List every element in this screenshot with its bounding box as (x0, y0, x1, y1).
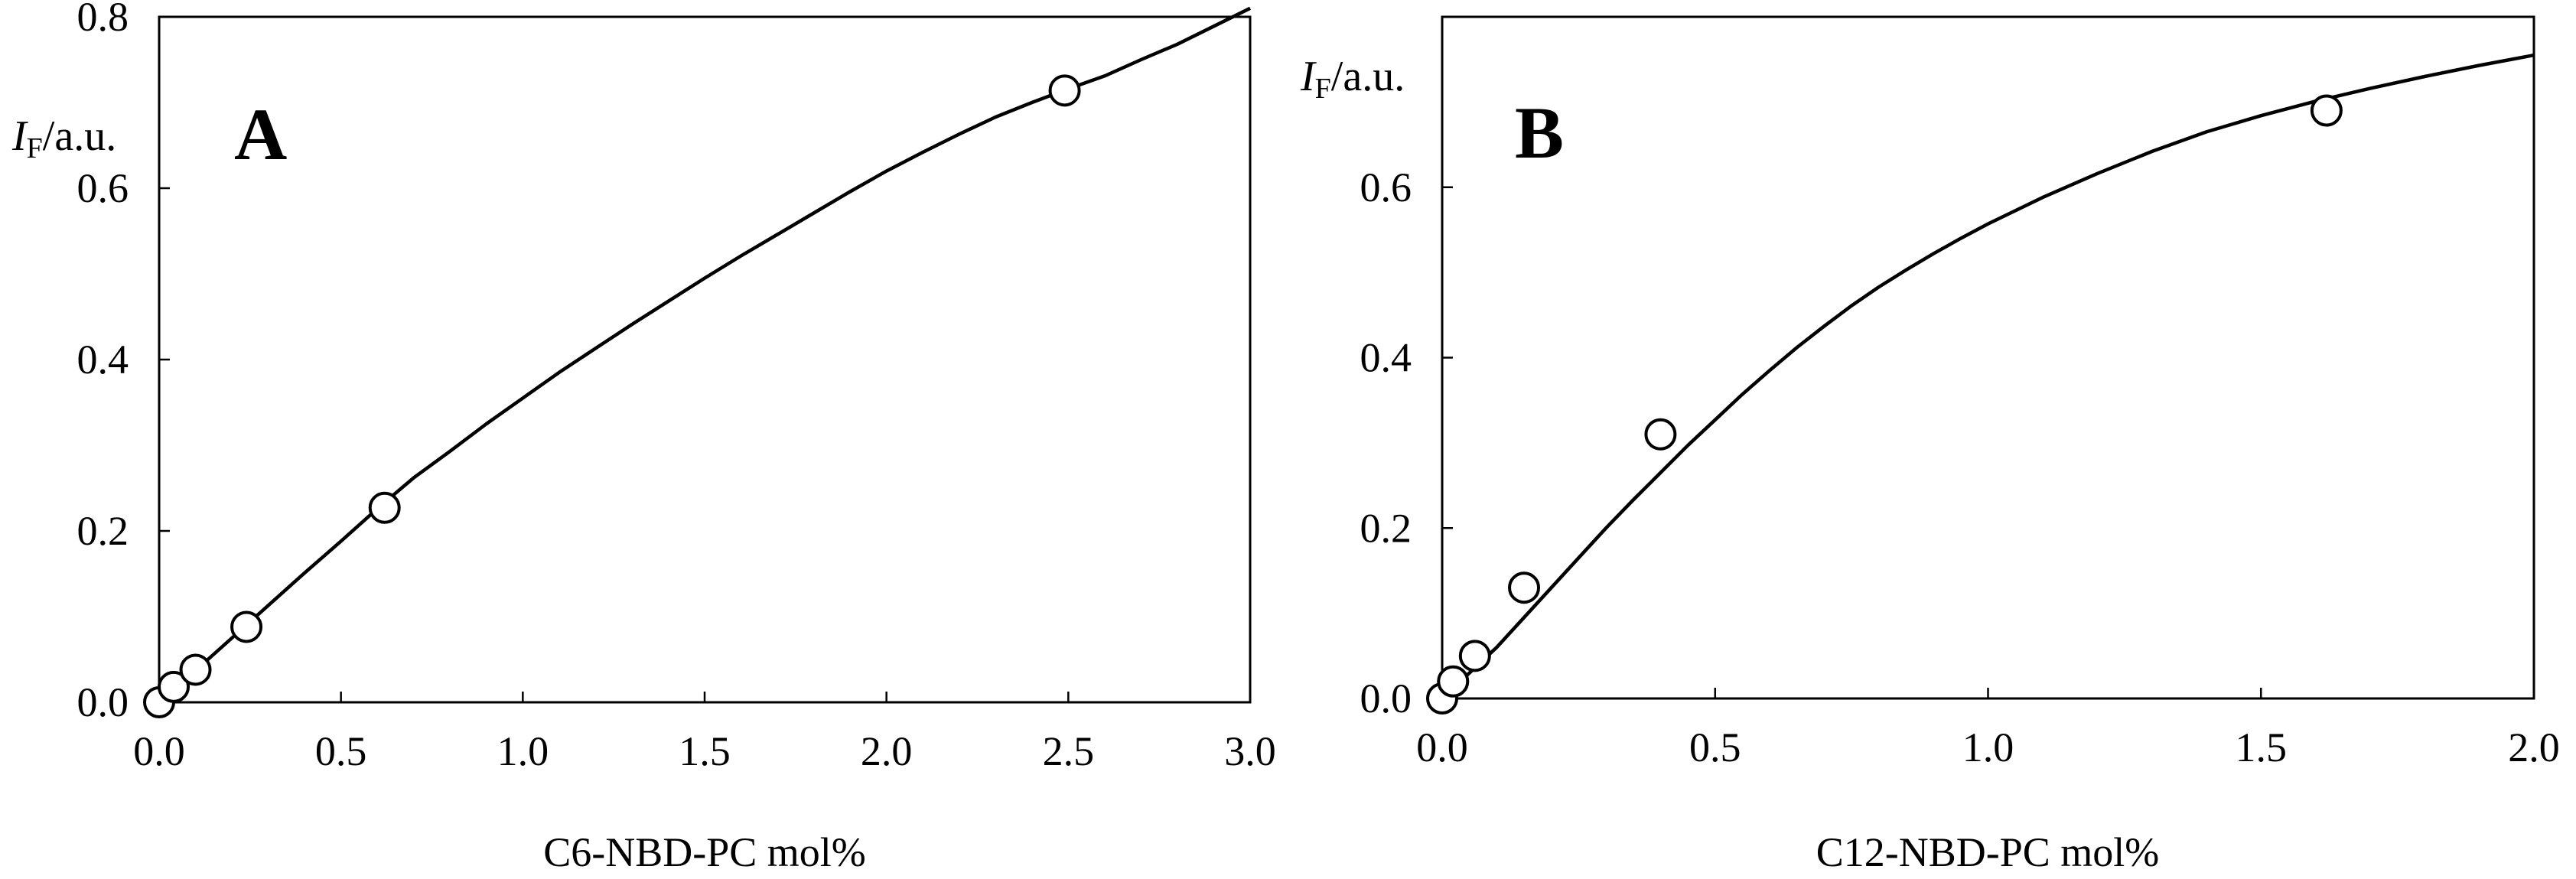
y-axis-title-a: IF/a.u. (11, 112, 116, 164)
y-tick-label: 0.2 (77, 508, 129, 554)
y-axis-title-unit-b: /a.u. (1331, 53, 1405, 100)
chart-panel-b: 0.0 0.5 1.0 1.5 2.0 0.0 0.2 0.4 0.6 B IF/a.u. C… (1300, 15, 2560, 875)
x-tick-label: 0.0 (133, 728, 185, 774)
x-tick-labels-a: 0.0 0.5 1.0 1.5 2.0 2.5 3.0 (133, 728, 1276, 774)
x-axis-title-a: C6-NBD-PC mol% (543, 829, 866, 875)
data-point (158, 670, 191, 703)
y-axis-title-sub-a: F (27, 132, 43, 164)
x-tick-label: 2.5 (1043, 728, 1095, 774)
data-point (2310, 94, 2343, 127)
y-tick-labels-a: 0.0 0.2 0.4 0.6 0.8 (77, 0, 129, 725)
plot-frame-a (158, 15, 1252, 704)
panel-label-a: A (234, 93, 287, 175)
data-point (1437, 665, 1470, 698)
x-axis-title-b: C12-NBD-PC mol% (1816, 829, 2160, 875)
data-point (230, 610, 263, 643)
x-tick-label: 3.0 (1224, 728, 1276, 774)
tick-marks-a (158, 15, 1252, 704)
data-points-a (143, 74, 1081, 718)
x-tick-label: 0.5 (315, 728, 367, 774)
x-tick-label: 0.5 (1689, 724, 1741, 770)
data-point (368, 491, 401, 524)
x-tick-labels-b: 0.0 0.5 1.0 1.5 2.0 (1416, 724, 2560, 770)
y-axis-title-sub-b: F (1315, 73, 1331, 105)
fit-curve-a (158, 6, 1251, 704)
y-axis-title-main-a: I (11, 112, 28, 160)
y-axis-title-b: IF/a.u. (1300, 53, 1405, 105)
x-tick-label: 0.0 (1416, 724, 1468, 770)
fit-curve-b (1441, 53, 2535, 700)
y-tick-label: 0.4 (1360, 335, 1412, 381)
tick-marks-b (1441, 186, 2535, 700)
x-tick-label: 2.0 (861, 728, 913, 774)
y-tick-label: 0.6 (77, 165, 129, 211)
data-point (1048, 74, 1081, 107)
y-tick-label: 0.8 (77, 0, 129, 40)
y-tick-label: 0.2 (1360, 505, 1412, 551)
y-axis-title-main-b: I (1300, 53, 1317, 100)
data-point (1458, 640, 1491, 672)
chart-panel-a: 0.0 0.5 1.0 1.5 2.0 2.5 3.0 0.00.20.40.60.8 A … (11, 0, 1276, 875)
data-point (1644, 418, 1677, 451)
y-axis-title-unit-a: /a.u. (43, 112, 116, 160)
x-tick-label: 2.0 (2508, 724, 2560, 770)
x-tick-label: 1.5 (2236, 724, 2288, 770)
data-points-b (1426, 94, 2343, 715)
plot-frame-b (1441, 15, 2535, 700)
y-tick-label: 0.4 (77, 337, 129, 383)
x-tick-label: 1.5 (679, 728, 731, 774)
data-point (179, 653, 212, 686)
y-tick-label: 0.6 (1360, 164, 1412, 210)
x-tick-label: 1.0 (1962, 724, 2014, 770)
x-tick-label: 1.0 (497, 728, 549, 774)
y-tick-label: 0.0 (77, 679, 129, 725)
data-point (1508, 571, 1541, 604)
panel-label-b: B (1515, 92, 1564, 174)
y-tick-labels-b: 0.0 0.2 0.4 0.6 (1360, 164, 1412, 721)
y-tick-label: 0.0 (1360, 676, 1412, 721)
